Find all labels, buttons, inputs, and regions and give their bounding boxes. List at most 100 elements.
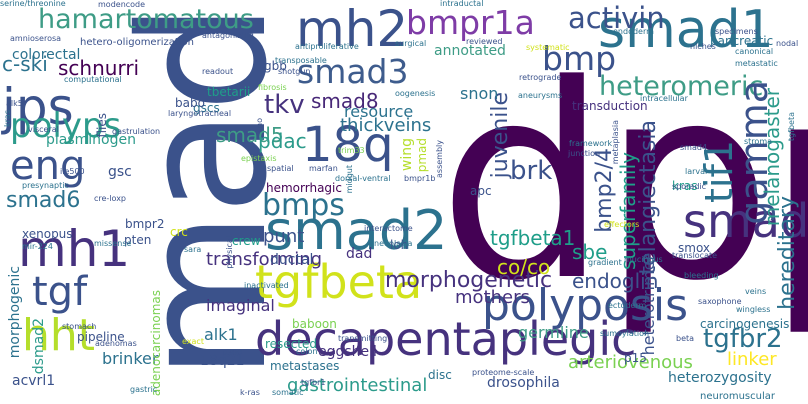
word-smad6: smad6 — [6, 188, 81, 213]
word-stomach: stomach — [62, 322, 97, 331]
word-smad3: smad3 — [297, 52, 409, 91]
word-kras: kras — [3, 110, 12, 127]
word-disc: disc — [428, 368, 452, 382]
word-oogenesis: oogenesis — [395, 89, 436, 98]
word-adenocarcinomas: adenocarcinomas — [149, 290, 163, 397]
word-bmps: bmps — [262, 188, 345, 223]
word-somatic: somatic — [272, 388, 304, 397]
word-aneurysms: aneurysms — [518, 91, 563, 100]
word-carcinogenesis: carcinogenesis — [700, 317, 790, 331]
word-imaginal: imaginal — [206, 296, 275, 315]
word-transforming: transforming — [206, 249, 323, 270]
word-jps: jps — [2, 78, 74, 136]
word-colorectal: colorectal — [12, 47, 81, 63]
word-tgfbeta: tgfbeta — [255, 255, 423, 309]
word-juvenile: juvenile — [488, 92, 513, 179]
word-sumoylation: sumoylation — [600, 329, 650, 338]
word-tkv: tkv — [264, 90, 305, 120]
word-endoglin: endoglin — [572, 269, 659, 293]
word-fibrosis: fibrosis — [258, 83, 287, 92]
word-modencode: modencode — [98, 0, 146, 9]
word-exact: exact — [182, 337, 204, 346]
word-alk1: alk1 — [204, 325, 238, 344]
word-dad: dad — [346, 246, 373, 262]
word-gsc: gsc — [108, 164, 132, 180]
word-intracellular: intracellular — [640, 94, 688, 103]
word-mir-224: mir-224 — [22, 242, 53, 251]
word-interactome: interactome — [364, 224, 413, 233]
word-visceral: visceral — [28, 125, 59, 134]
word-brk: brk — [510, 156, 553, 186]
word-laryngotracheal: laryngotracheal — [168, 109, 232, 118]
word-dsmad2: dsmad2 — [31, 318, 47, 375]
word-kras: kras — [672, 179, 698, 193]
word-hht: hht — [22, 310, 96, 361]
word-gastrulation: gastrulation — [112, 127, 161, 136]
word-neuromuscular: neuromuscular — [700, 391, 775, 402]
word-melanogaster: melanogaster — [760, 88, 784, 227]
word-antagonizing: antagonizing — [202, 31, 254, 40]
word-amnioserosa: amnioserosa — [10, 34, 62, 43]
word-wingless: wingless — [736, 305, 771, 314]
word-bmpr1a: bmpr1a — [406, 3, 535, 42]
word-acvrl1: acvrl1 — [12, 373, 56, 389]
word-arteriovenous: arteriovenous — [568, 352, 693, 373]
word-morphogenetic: morphogenetic — [385, 268, 553, 293]
word-ectoderm: ectoderm — [608, 301, 647, 310]
word-pmad: pmad — [415, 138, 429, 173]
word-gbb: gbb — [264, 59, 287, 73]
word-transduction: transduction — [572, 99, 648, 113]
word-xenopus: xenopus — [22, 227, 73, 241]
word-18q21: 18q21 — [200, 353, 245, 369]
word-cre-loxp: cre-loxp — [94, 194, 127, 203]
word-colon: colon — [296, 347, 318, 356]
word-decapentaplegic: decapentaplegic — [255, 312, 637, 366]
word-physical: physical — [225, 236, 234, 269]
word-hamartomatous: hamartomatous — [38, 4, 254, 35]
word-spatial: spatial — [267, 164, 294, 173]
word-apc: apc — [470, 184, 492, 198]
word-ductal: ductal — [270, 252, 314, 268]
word-loh: loh — [390, 238, 409, 252]
word-adenomas: adenomas — [95, 339, 137, 348]
word-resected: resected — [265, 337, 317, 351]
word-pdac: pdac — [258, 129, 307, 153]
word-bmpr1b: bmpr1b — [404, 174, 436, 183]
word-gscs: gscs — [193, 101, 220, 115]
word-pancreatic: pancreatic — [710, 34, 774, 48]
word-specimens: specimens — [715, 27, 758, 36]
word-mh1: mh1 — [18, 220, 131, 278]
word-ile500: ile500 — [60, 167, 85, 176]
word-baboon: baboon — [292, 317, 337, 331]
word-sara: sara — [184, 245, 202, 254]
word-bmp: bmp — [542, 39, 617, 78]
word-dpp: dpp — [438, 28, 808, 340]
word-marfan: marfan — [309, 164, 338, 173]
word-thickveins: thickveins — [340, 115, 432, 136]
word-tgfbeta1: tgfbeta1 — [490, 226, 576, 250]
word-hemorrhagic: hemorrhagic — [266, 181, 342, 195]
word-transmitting: transmitting — [338, 334, 388, 343]
word-systematic: systematic — [526, 43, 570, 52]
word-eggshell: eggshell — [318, 344, 377, 360]
word-pipeline: pipeline — [77, 330, 125, 344]
word-alk5: alk5 — [6, 99, 23, 108]
word-inactivated: inactivated — [244, 281, 289, 290]
word-metaplasia: metaplasia — [611, 120, 620, 165]
word-gradient: gradient — [588, 258, 622, 267]
word-dorsal-ventral: dorsal-ventral — [335, 174, 391, 183]
word-saxophone: saxophone — [698, 297, 742, 306]
word-morphogenic: morphogenic — [7, 266, 23, 359]
word-effectors: effectors — [604, 220, 640, 229]
word-sbe: sbe — [572, 240, 608, 264]
word-mh2: mh2 — [296, 0, 409, 58]
word-gastric: gastric — [130, 385, 158, 394]
word-linker: linker — [727, 349, 777, 370]
word-serine/threonine: serine/threonine — [0, 0, 66, 8]
word-surgical: surgical — [395, 39, 427, 48]
word-nodal: nodal — [776, 39, 799, 48]
word-metastases: metastases — [270, 359, 340, 373]
word-germline: germline — [518, 323, 589, 342]
word-p15: p15 — [624, 351, 647, 365]
